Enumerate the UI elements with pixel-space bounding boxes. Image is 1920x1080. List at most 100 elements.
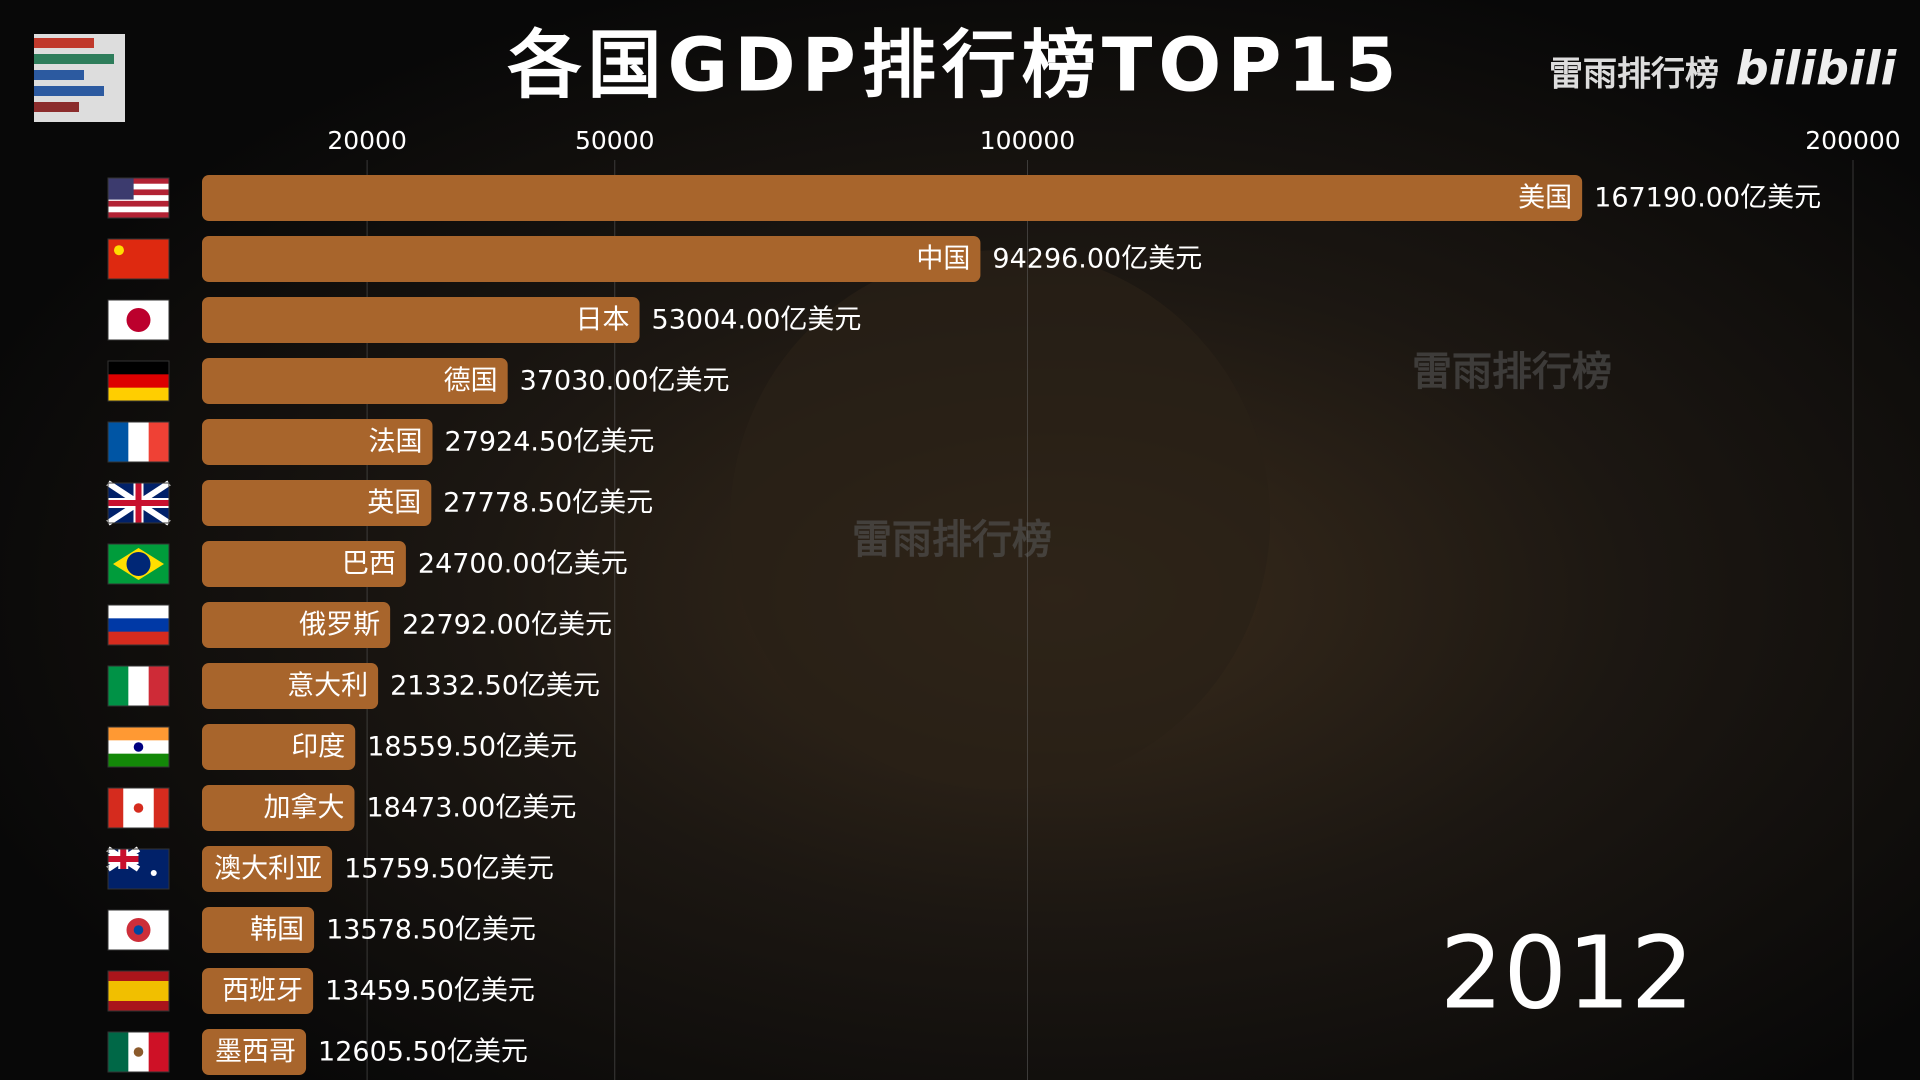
- flag-border: [107, 604, 170, 646]
- bar: [202, 358, 508, 404]
- flag-part: [108, 422, 129, 462]
- flag-part: [108, 666, 129, 706]
- flag-border: [107, 848, 170, 890]
- flag-border: [107, 970, 170, 1012]
- bar: [202, 907, 315, 953]
- bar: [202, 236, 981, 282]
- flag-border: [107, 726, 170, 768]
- flag-border: [107, 665, 170, 707]
- flag-part: [148, 666, 170, 706]
- globe: [730, 250, 1270, 790]
- bar: [202, 724, 356, 770]
- value-label: 27924.50亿美元: [445, 427, 655, 458]
- watermark: 雷雨排行榜: [852, 517, 1052, 563]
- value-label: 13459.50亿美元: [325, 976, 535, 1007]
- bar: [202, 846, 333, 892]
- flag: [107, 909, 170, 951]
- flag-part: [128, 666, 150, 706]
- bar: [202, 785, 355, 831]
- bar-category-label: 德国: [444, 366, 498, 397]
- bar-category-label: 日本: [576, 305, 630, 336]
- flag-part: [108, 618, 169, 633]
- bar: [202, 419, 433, 465]
- flag-part: [126, 308, 151, 332]
- flag-part: [108, 212, 169, 219]
- flag-part: [133, 803, 144, 813]
- bar: [202, 175, 1583, 221]
- flag: [107, 1031, 170, 1073]
- value-label: 94296.00亿美元: [992, 244, 1202, 275]
- flag-part: [108, 178, 134, 200]
- bar-category-label: 俄罗斯: [299, 610, 380, 641]
- flag: [107, 665, 170, 707]
- flag-part: [108, 387, 169, 402]
- value-label: 13578.50亿美元: [326, 915, 536, 946]
- flag-part: [108, 981, 169, 992]
- flag: [107, 360, 170, 402]
- flag: [106, 846, 170, 890]
- value-label: 22792.00亿美元: [402, 610, 612, 641]
- flag-part: [148, 422, 170, 462]
- value-label: 18473.00亿美元: [366, 793, 576, 824]
- flag-border: [107, 360, 170, 402]
- bar: [202, 1029, 307, 1075]
- watermark: 雷雨排行榜: [1412, 349, 1612, 395]
- bar-category-label: 西班牙: [222, 976, 303, 1007]
- flag: [107, 604, 170, 646]
- flag-part: [108, 856, 139, 862]
- bar: [202, 602, 391, 648]
- flag-border: [107, 482, 170, 524]
- flag: [107, 543, 170, 585]
- flag-part: [108, 500, 169, 506]
- bar-category-label: 美国: [1518, 183, 1572, 214]
- flag: [106, 480, 171, 526]
- value-label: 53004.00亿美元: [652, 305, 862, 336]
- flag-part: [108, 788, 124, 828]
- flag-part: [108, 727, 169, 741]
- flag-part: [108, 991, 169, 1002]
- flag-part: [108, 1001, 169, 1012]
- bar-category-label: 中国: [916, 244, 970, 275]
- flag-border: [107, 543, 170, 585]
- bar-category-label: 墨西哥: [215, 1037, 296, 1068]
- x-tick-label: 50000: [575, 126, 655, 155]
- bar-category-label: 英国: [367, 488, 421, 519]
- flag: [107, 787, 170, 829]
- flag-part: [133, 1047, 144, 1057]
- flag-part: [148, 1032, 170, 1072]
- value-label: 15759.50亿美元: [344, 854, 554, 885]
- flag-part: [133, 742, 144, 752]
- flag-part: [108, 206, 169, 213]
- flag-part: [108, 189, 169, 196]
- bar: [202, 541, 406, 587]
- value-label: 21332.50亿美元: [390, 671, 600, 702]
- flag: [107, 726, 170, 768]
- value-label: 27778.50亿美元: [443, 488, 653, 519]
- bar: [202, 297, 640, 343]
- flag-border: [107, 238, 170, 280]
- flag-part: [113, 245, 124, 256]
- flag-part: [108, 753, 169, 768]
- value-label: 167190.00亿美元: [1594, 183, 1821, 214]
- flag-part: [108, 183, 169, 190]
- bar-category-label: 澳大利亚: [214, 854, 322, 885]
- flag-part: [108, 971, 169, 982]
- bar-category-label: 韩国: [250, 915, 304, 946]
- flag: [107, 421, 170, 463]
- flag-part: [108, 239, 169, 280]
- flag: [107, 299, 170, 341]
- bar-category-label: 巴西: [342, 549, 396, 580]
- site-logo: bilibili: [1736, 42, 1898, 96]
- flag-part: [108, 605, 169, 619]
- flag-part: [133, 925, 144, 935]
- value-label: 24700.00亿美元: [418, 549, 628, 580]
- flag-part: [150, 870, 157, 876]
- bar-category-label: 法国: [369, 427, 423, 458]
- bar-category-label: 加拿大: [263, 793, 344, 824]
- bar: [202, 968, 314, 1014]
- flag-border: [107, 787, 170, 829]
- x-tick-label: 20000: [327, 126, 407, 155]
- flag-part: [126, 552, 151, 576]
